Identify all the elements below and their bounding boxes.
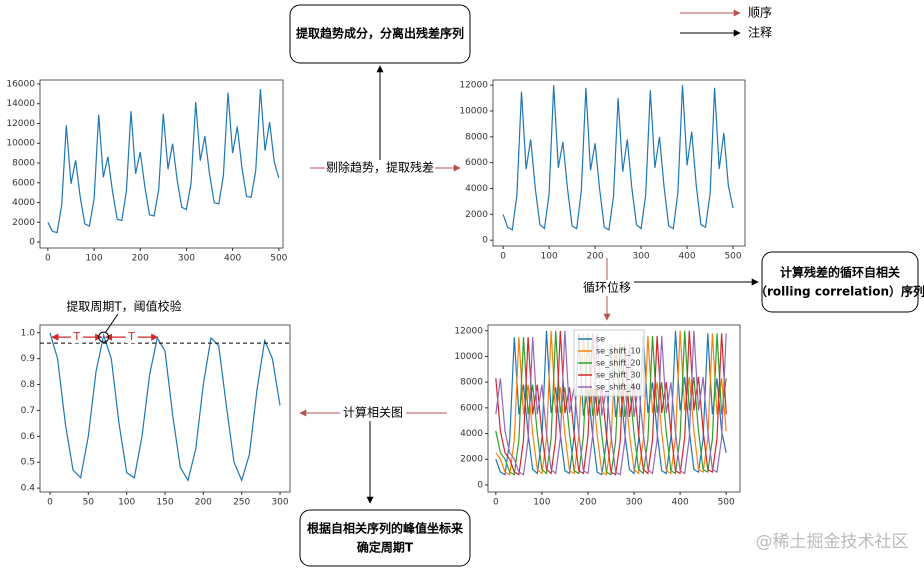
- x-tick-label: 100: [533, 498, 550, 508]
- y-tick-label: 10000: [6, 139, 35, 149]
- box-text: 根据自相关序列的峰值坐标来: [307, 521, 464, 536]
- y-tick-label: 0.7: [21, 406, 35, 416]
- box: [289, 4, 471, 64]
- annotation-label: 提取周期T，阈值校验: [66, 299, 181, 314]
- x-tick-label: 50: [83, 498, 95, 508]
- y-tick-label: 8000: [460, 378, 483, 388]
- y-tick-label: 6000: [460, 403, 483, 413]
- y-tick-label: 2000: [460, 455, 483, 465]
- y-tick-label: 12000: [454, 326, 483, 336]
- legend-label: se: [596, 335, 605, 344]
- legend-label: se_shift_10: [596, 347, 641, 356]
- x-tick-label: 100: [541, 252, 558, 262]
- y-tick-label: 6000: [465, 158, 488, 168]
- y-tick-label: 4000: [12, 198, 35, 208]
- x-tick-label: 400: [224, 254, 241, 264]
- series-line: [49, 332, 281, 483]
- label-bg: [70, 331, 83, 344]
- y-tick-label: 6000: [12, 178, 35, 188]
- arrow-label: 计算相关图: [343, 405, 403, 420]
- series-line: [495, 330, 727, 476]
- box-text: 确定周期T: [357, 540, 414, 555]
- series-line: [495, 330, 727, 476]
- annotation-leader: [105, 313, 119, 333]
- x-tick-label: 0: [45, 254, 51, 264]
- watermark: @稀土掘金技术社区: [756, 532, 909, 552]
- x-tick-label: 200: [195, 498, 212, 508]
- x-tick-label: 500: [718, 498, 735, 508]
- x-tick-label: 0: [493, 498, 499, 508]
- box-text: 计算残差的循环自相关: [780, 265, 900, 280]
- arrow-label: 循环位移: [583, 280, 631, 295]
- y-tick-label: 10000: [459, 107, 488, 117]
- x-tick-label: 400: [672, 498, 689, 508]
- y-tick-label: 8000: [465, 132, 488, 142]
- series-line: [502, 85, 734, 231]
- x-tick-label: 200: [586, 252, 603, 262]
- y-tick-label: 12000: [6, 119, 35, 129]
- x-tick-label: 500: [724, 252, 741, 262]
- y-tick-label: 2000: [465, 210, 488, 220]
- x-tick-label: 500: [270, 254, 287, 264]
- y-tick-label: 16000: [6, 79, 35, 89]
- legend-label: se_shift_20: [596, 359, 641, 368]
- y-tick-label: 0.9: [21, 354, 36, 364]
- x-tick-label: 0: [500, 252, 506, 262]
- period-label: T: [127, 330, 135, 343]
- x-tick-label: 0: [47, 498, 53, 508]
- label-bg: [125, 331, 138, 344]
- x-tick-label: 150: [156, 498, 173, 508]
- x-tick-label: 100: [118, 498, 135, 508]
- y-tick-label: 0: [29, 238, 35, 248]
- legend-label: se_shift_40: [596, 383, 641, 392]
- y-tick-label: 14000: [6, 99, 35, 109]
- arrow-label: 剔除趋势，提取残差: [326, 160, 434, 175]
- series-line: [47, 89, 280, 234]
- y-tick-label: 0: [477, 480, 483, 490]
- box: [299, 509, 471, 567]
- x-tick-label: 200: [132, 254, 149, 264]
- label-bg: [580, 280, 634, 296]
- y-tick-label: 4000: [460, 429, 483, 439]
- y-tick-label: 0.6: [21, 432, 36, 442]
- x-tick-label: 300: [632, 252, 649, 262]
- period-label: T: [72, 330, 80, 343]
- x-tick-label: 400: [678, 252, 695, 262]
- y-tick-label: 2000: [12, 218, 35, 228]
- y-tick-label: 0.5: [21, 458, 35, 468]
- legend-note: 注释: [748, 25, 772, 40]
- label-bg: [325, 160, 435, 176]
- y-tick-label: 12000: [459, 81, 488, 91]
- x-tick-label: 300: [178, 254, 195, 264]
- legend-order: 顺序: [748, 5, 772, 20]
- legend: se se_shift_10 se_shift_20 se_shift_30 se_sh…: [573, 329, 645, 397]
- y-tick-label: 0.8: [21, 380, 36, 390]
- peak-circle: [98, 331, 110, 343]
- box-text: （rolling correlation）序列: [755, 284, 924, 299]
- y-tick-label: 10000: [454, 352, 483, 362]
- y-tick-label: 0: [482, 236, 488, 246]
- plot-frame: [39, 79, 284, 249]
- legend-label: se_shift_30: [596, 371, 641, 380]
- y-tick-label: 8000: [12, 159, 35, 169]
- y-tick-label: 0.4: [21, 484, 36, 494]
- box-text: 提取趋势成分，分离出残差序列: [296, 26, 464, 41]
- label-bg: [340, 405, 406, 421]
- x-tick-label: 300: [625, 498, 642, 508]
- box: [761, 251, 919, 313]
- y-tick-label: 1.0: [21, 328, 36, 338]
- x-tick-label: 250: [233, 498, 250, 508]
- y-tick-label: 4000: [465, 184, 488, 194]
- x-tick-label: 300: [271, 498, 288, 508]
- x-tick-label: 200: [579, 498, 596, 508]
- x-tick-label: 100: [85, 254, 102, 264]
